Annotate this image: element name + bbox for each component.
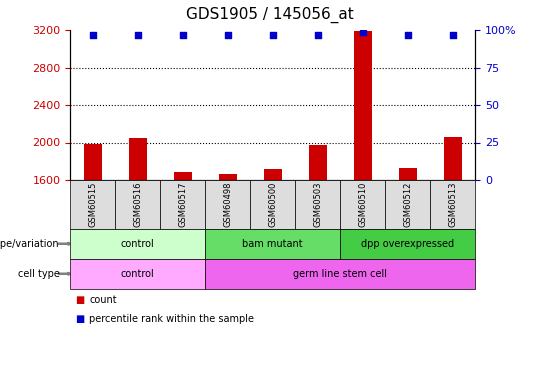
Point — [448, 32, 457, 38]
Bar — [264, 169, 282, 180]
Text: control: control — [121, 239, 154, 249]
Point — [89, 32, 97, 38]
Bar — [129, 138, 147, 180]
Bar — [219, 174, 237, 180]
Text: GSM60513: GSM60513 — [448, 182, 457, 227]
Text: GDS1905 / 145056_at: GDS1905 / 145056_at — [186, 7, 354, 23]
Text: GSM60515: GSM60515 — [88, 182, 97, 227]
Text: GSM60498: GSM60498 — [223, 182, 232, 227]
Bar — [174, 172, 192, 180]
Point — [224, 32, 232, 38]
Point — [268, 32, 277, 38]
Bar — [444, 137, 462, 180]
Text: count: count — [89, 295, 117, 305]
Text: GSM60516: GSM60516 — [133, 182, 142, 227]
Text: GSM60517: GSM60517 — [178, 182, 187, 227]
Bar — [84, 144, 102, 180]
Text: percentile rank within the sample: percentile rank within the sample — [89, 314, 254, 324]
Text: GSM60503: GSM60503 — [313, 182, 322, 227]
Text: bam mutant: bam mutant — [242, 239, 303, 249]
Text: GSM60510: GSM60510 — [358, 182, 367, 227]
Text: control: control — [121, 269, 154, 279]
Text: GSM60500: GSM60500 — [268, 182, 277, 227]
Bar — [309, 146, 327, 180]
Text: genotype/variation: genotype/variation — [0, 239, 59, 249]
Bar — [354, 31, 372, 180]
Text: cell type: cell type — [17, 269, 59, 279]
Text: ■: ■ — [76, 314, 85, 324]
Text: ■: ■ — [76, 295, 85, 305]
Point — [133, 32, 142, 38]
Text: GSM60512: GSM60512 — [403, 182, 412, 227]
Bar — [399, 168, 417, 180]
Point — [313, 32, 322, 38]
Point — [403, 32, 412, 38]
Text: germ line stem cell: germ line stem cell — [293, 269, 387, 279]
Text: dpp overexpressed: dpp overexpressed — [361, 239, 454, 249]
Point — [178, 32, 187, 38]
Point — [359, 28, 367, 34]
